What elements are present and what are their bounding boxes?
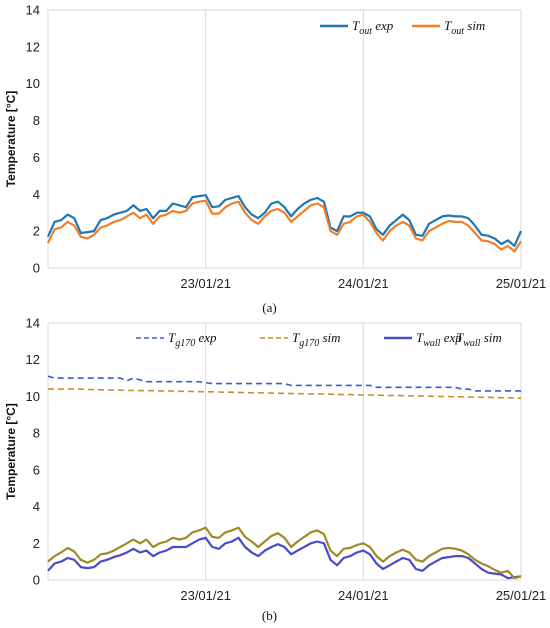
chart-panel-b: 23/01/21 24/01/21 25/01/21 0 2 4 6 8 10 12 14 Tempe… (4, 316, 546, 624)
x-tick-label: 25/01/21 (496, 588, 547, 603)
plot-area (47, 322, 522, 581)
y-tick-label: 6 (33, 462, 40, 477)
y-tick-label: 4 (33, 187, 40, 202)
series-line-out-sim (47, 199, 522, 253)
series-line-g170-sim (48, 388, 522, 400)
panel-caption: (b) (262, 608, 277, 623)
legend-entry-label: Tg170 exp (168, 330, 217, 349)
x-tick-label: 24/01/21 (338, 276, 389, 291)
legend-entry-label: Tg170 sim (292, 330, 341, 349)
plot-area (47, 9, 522, 269)
y-tick-label: 2 (33, 536, 40, 551)
y-tick-label: 12 (26, 39, 40, 54)
y-tick-label: 2 (33, 224, 40, 239)
y-tick-label: 8 (33, 113, 40, 128)
legend-entry-label: Twall exp (416, 330, 462, 349)
series-line-out-exp (46, 194, 523, 247)
legend-entry-label: Twall sim (456, 330, 502, 349)
x-tick-label: 24/01/21 (338, 588, 389, 603)
y-tick-label: 6 (33, 150, 40, 165)
x-tick-label: 23/01/21 (180, 588, 231, 603)
x-tick-label: 23/01/21 (180, 276, 231, 291)
y-tick-label: 14 (26, 316, 40, 331)
y-tick-label: 0 (33, 261, 40, 276)
series-line-wall-sim (47, 526, 522, 580)
y-tick-label: 12 (26, 352, 40, 367)
legend-entry-label: Tout sim (444, 18, 485, 37)
y-axis-label: Temperature [°C] (4, 91, 18, 188)
y-tick-label: 0 (33, 573, 40, 588)
y-tick-label: 4 (33, 499, 40, 514)
y-axis-label: Temperature [°C] (4, 403, 18, 500)
y-tick-label: 8 (33, 426, 40, 441)
x-tick-label: 25/01/21 (496, 276, 547, 291)
chart-panel-a: 23/01/21 24/01/21 25/01/21 0 2 4 6 8 10 12 14 Tempe… (4, 3, 546, 316)
y-tick-label: 14 (26, 3, 40, 18)
series-line-wall-exp (47, 536, 522, 580)
y-tick-label: 10 (26, 76, 40, 91)
panel-caption: (a) (262, 300, 276, 315)
y-tick-label: 10 (26, 389, 40, 404)
legend-entry-label: Tout exp (352, 18, 394, 37)
legend: Tout exp Tout sim (320, 18, 485, 37)
